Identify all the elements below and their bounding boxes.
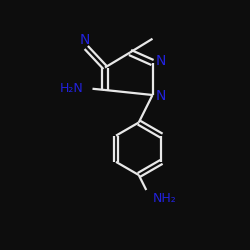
Text: H₂N: H₂N bbox=[60, 82, 84, 95]
Text: NH₂: NH₂ bbox=[152, 192, 176, 205]
Text: N: N bbox=[155, 89, 166, 103]
Text: N: N bbox=[80, 32, 90, 46]
Text: N: N bbox=[155, 54, 166, 68]
